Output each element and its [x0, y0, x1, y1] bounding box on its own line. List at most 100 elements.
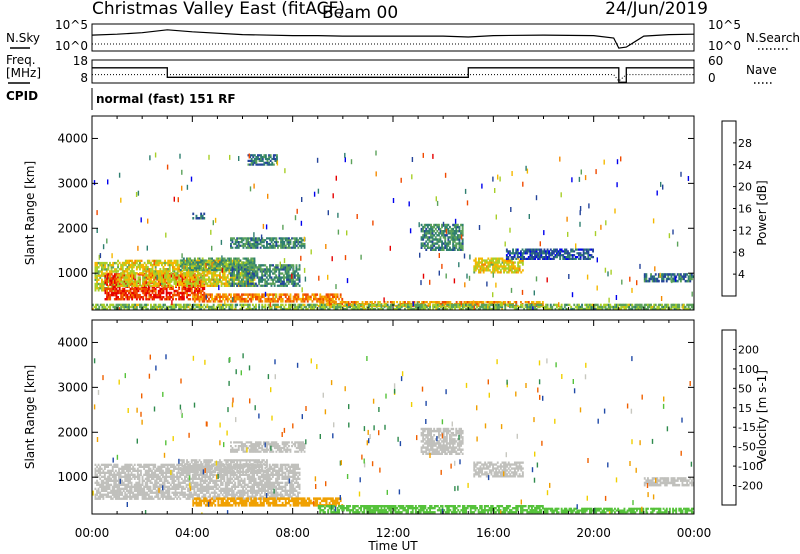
- heatmap-cell-power: [178, 303, 181, 307]
- heatmap-cell-power: [512, 250, 514, 253]
- heatmap-cell-power: [145, 303, 148, 307]
- heatmap-cell-power: [186, 284, 188, 287]
- heatmap-cell-power: [240, 303, 243, 307]
- heatmap-cell-power: [167, 298, 170, 301]
- heatmap-cell-power: [476, 263, 479, 266]
- heatmap-cell-power: [240, 293, 243, 296]
- heatmap-cell-power: [689, 303, 692, 307]
- heatmap-cell-power: [447, 305, 450, 309]
- heatmap-cell-power: [268, 157, 270, 161]
- heatmap-cell-power: [145, 270, 148, 273]
- heatmap-cell-power: [256, 274, 259, 277]
- heatmap-cell-power: [576, 256, 579, 259]
- heatmap-cell-power: [103, 307, 105, 310]
- heatmap-cell-power: [94, 261, 97, 265]
- heatmap-cell-power: [265, 276, 268, 279]
- heatmap-cell-power: [458, 240, 461, 243]
- heatmap-cell-power: [425, 236, 428, 239]
- heatmap-cell-power: [303, 303, 306, 307]
- heatmap-cell-power: [281, 280, 284, 283]
- heatmap-cell-power: [516, 307, 519, 310]
- heatmap-cell-power: [134, 307, 137, 310]
- heatmap-cell-power: [300, 244, 303, 247]
- heatmap-cell-power: [664, 307, 667, 310]
- heatmap-cell-power: [579, 210, 581, 216]
- heatmap-cell-power: [256, 270, 259, 273]
- heatmap-cell-power: [217, 282, 220, 285]
- heatmap-cell-power: [545, 257, 547, 260]
- heatmap-cell-power: [184, 259, 187, 263]
- heatmap-cell-power: [692, 307, 694, 310]
- heatmap-cell-power: [438, 303, 441, 307]
- heatmap-cell-power: [273, 241, 276, 244]
- heatmap-cell-power: [101, 305, 104, 309]
- heatmap-cell-power: [302, 293, 304, 296]
- heatmap-cell-power: [514, 265, 516, 268]
- heatmap-cell-power: [242, 293, 245, 296]
- heatmap-cell-power: [606, 307, 609, 310]
- heatmap-cell-power: [200, 265, 203, 268]
- heatmap-cell-power: [336, 303, 339, 307]
- heatmap-cell-power: [131, 298, 134, 301]
- heatmap-cell-power: [319, 307, 322, 310]
- heatmap-cell-power: [543, 248, 546, 251]
- heatmap-cell-power: [319, 305, 322, 309]
- heatmap-cell-power: [369, 307, 372, 310]
- heatmap-cell-power: [675, 305, 678, 309]
- heatmap-cell-power: [223, 278, 226, 281]
- heatmap-cell-power: [277, 246, 279, 249]
- heatmap-cell-power: [286, 246, 289, 249]
- heatmap-cell-power: [137, 289, 140, 293]
- heatmap-cell-power: [295, 305, 298, 309]
- heatmap-cell-power: [460, 307, 463, 310]
- heatmap-cell-power: [230, 267, 232, 270]
- heatmap-cell-power: [123, 276, 126, 279]
- heatmap-cell-power: [181, 282, 184, 285]
- heatmap-cell-power: [327, 307, 330, 310]
- heatmap-cell-power: [237, 237, 240, 240]
- heatmap-cell-power: [230, 239, 232, 242]
- heatmap-cell-power: [287, 266, 290, 269]
- heatmap-cell-power: [182, 307, 185, 310]
- freq-tick-bottom: 8: [80, 71, 88, 85]
- heatmap-cell-power: [490, 301, 493, 304]
- heatmap-cell-power: [247, 154, 250, 157]
- heatmap-cell-power: [124, 305, 127, 309]
- heatmap-cell-power: [126, 265, 129, 269]
- heatmap-cell-power: [121, 303, 124, 307]
- heatmap-cell-power: [336, 305, 339, 309]
- heatmap-cell-power: [687, 303, 690, 307]
- heatmap-cell-power: [446, 303, 449, 307]
- heatmap-cell-power: [571, 250, 574, 253]
- heatmap-cell-power: [294, 246, 297, 249]
- heatmap-cell-power: [617, 307, 620, 310]
- heatmap-cell-power: [234, 276, 237, 279]
- heatmap-cell-power: [471, 301, 474, 304]
- heatmap-cell-power: [676, 241, 679, 247]
- heatmap-cell-power: [209, 282, 212, 285]
- heatmap-cell-power: [453, 278, 456, 284]
- heatmap-cell-power: [453, 223, 456, 227]
- heatmap-cell-power: [639, 307, 641, 310]
- heatmap-cell-power: [378, 301, 381, 304]
- heatmap-cell-power: [570, 257, 573, 260]
- heatmap-cell-power: [217, 263, 220, 266]
- heatmap-cell-power: [460, 223, 462, 227]
- heatmap-cell-power: [450, 234, 453, 237]
- heatmap-cell-power: [275, 305, 278, 309]
- heatmap-cell-power: [596, 307, 599, 310]
- heatmap-cell-power: [606, 303, 609, 307]
- heatmap-cell-power: [607, 271, 609, 277]
- heatmap-cell-power: [518, 256, 521, 259]
- heatmap-cell-power: [290, 280, 293, 283]
- heatmap-cell-power: [118, 280, 121, 283]
- heatmap-cell-power: [164, 298, 166, 301]
- heatmap-cell-power: [344, 157, 346, 163]
- heatmap-cell-power: [447, 242, 450, 245]
- heatmap-cell-power: [233, 242, 235, 246]
- heatmap-cell-power: [256, 295, 259, 299]
- heatmap-cell-power: [101, 280, 103, 284]
- heatmap-cell-power: [190, 176, 193, 182]
- heatmap-cell-power: [154, 263, 157, 267]
- heatmap-cell-power: [137, 284, 140, 287]
